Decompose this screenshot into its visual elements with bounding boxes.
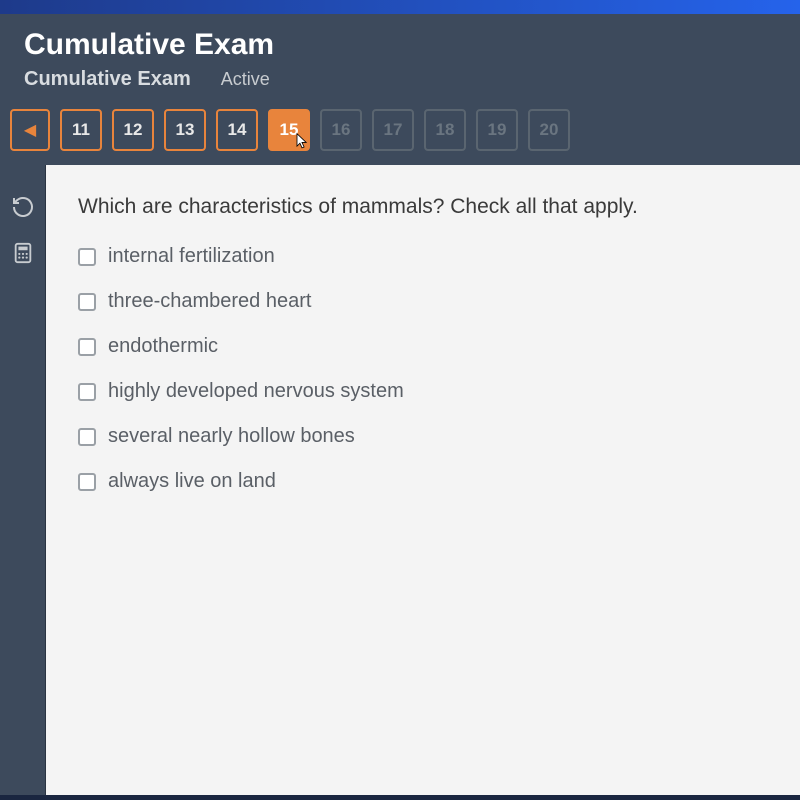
pointer-cursor-icon [292, 131, 312, 153]
prev-icon: ◀ [24, 120, 36, 140]
checkbox-4[interactable] [78, 428, 96, 446]
checkbox-1[interactable] [78, 293, 96, 311]
option-2[interactable]: endothermic [78, 335, 768, 358]
refresh-icon [11, 195, 35, 219]
option-1[interactable]: three-chambered heart [78, 290, 768, 313]
question-nav: ◀ 11121314151617181920 [0, 101, 800, 165]
option-label-4: several nearly hollow bones [108, 425, 355, 448]
option-4[interactable]: several nearly hollow bones [78, 425, 768, 448]
exam-title: Cumulative Exam [24, 28, 776, 62]
checkbox-2[interactable] [78, 338, 96, 356]
question-nav-11[interactable]: 11 [60, 109, 102, 151]
exam-subrow: Cumulative Exam Active [24, 68, 776, 91]
option-label-3: highly developed nervous system [108, 380, 404, 403]
option-label-0: internal fertilization [108, 245, 275, 268]
exam-subtitle: Cumulative Exam [24, 68, 191, 91]
option-3[interactable]: highly developed nervous system [78, 380, 768, 403]
window-top-bar [0, 0, 800, 14]
body-row: Which are characteristics of mammals? Ch… [0, 165, 800, 795]
option-label-5: always live on land [108, 470, 276, 493]
question-nav-16: 16 [320, 109, 362, 151]
checkbox-5[interactable] [78, 473, 96, 491]
refresh-tool[interactable] [8, 193, 38, 221]
calculator-icon [12, 241, 34, 265]
calculator-tool[interactable] [8, 239, 38, 267]
exam-header: Cumulative Exam Cumulative Exam Active [0, 14, 800, 101]
question-nav-20: 20 [528, 109, 570, 151]
question-nav-13[interactable]: 13 [164, 109, 206, 151]
question-nav-14[interactable]: 14 [216, 109, 258, 151]
question-prompt: Which are characteristics of mammals? Ch… [78, 195, 768, 219]
option-0[interactable]: internal fertilization [78, 245, 768, 268]
question-nav-19: 19 [476, 109, 518, 151]
checkbox-0[interactable] [78, 248, 96, 266]
active-label: Active [221, 69, 270, 90]
prev-button[interactable]: ◀ [10, 109, 50, 151]
option-5[interactable]: always live on land [78, 470, 768, 493]
option-label-1: three-chambered heart [108, 290, 311, 313]
question-nav-15[interactable]: 15 [268, 109, 310, 151]
side-toolbar [0, 165, 46, 795]
option-label-2: endothermic [108, 335, 218, 358]
question-panel: Which are characteristics of mammals? Ch… [46, 165, 800, 795]
checkbox-3[interactable] [78, 383, 96, 401]
question-nav-17: 17 [372, 109, 414, 151]
question-nav-12[interactable]: 12 [112, 109, 154, 151]
question-nav-18: 18 [424, 109, 466, 151]
